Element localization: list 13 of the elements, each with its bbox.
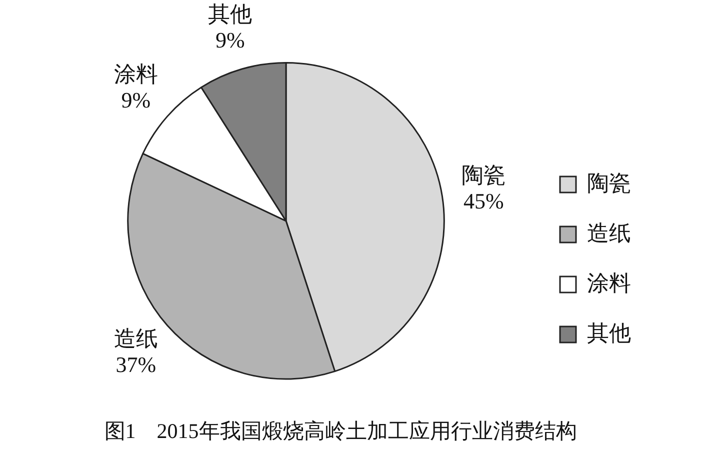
slice-label: 其他 <box>208 1 252 26</box>
legend-label: 其他 <box>587 320 631 346</box>
slice-label: 造纸 <box>114 326 158 352</box>
data-label: 37% <box>116 352 156 378</box>
data-label: 9% <box>215 27 245 52</box>
legend-label: 陶瓷 <box>587 170 631 196</box>
slice-label: 陶瓷 <box>462 162 506 188</box>
legend-label: 造纸 <box>587 220 631 246</box>
data-label: 9% <box>121 87 151 112</box>
legend-label: 涂料 <box>587 270 631 296</box>
text: 图1 2015年我国煅烧高岭土加工应用行业消费结构 <box>104 418 577 443</box>
slice-label: 涂料 <box>114 61 158 86</box>
data-label: 45% <box>464 188 504 214</box>
